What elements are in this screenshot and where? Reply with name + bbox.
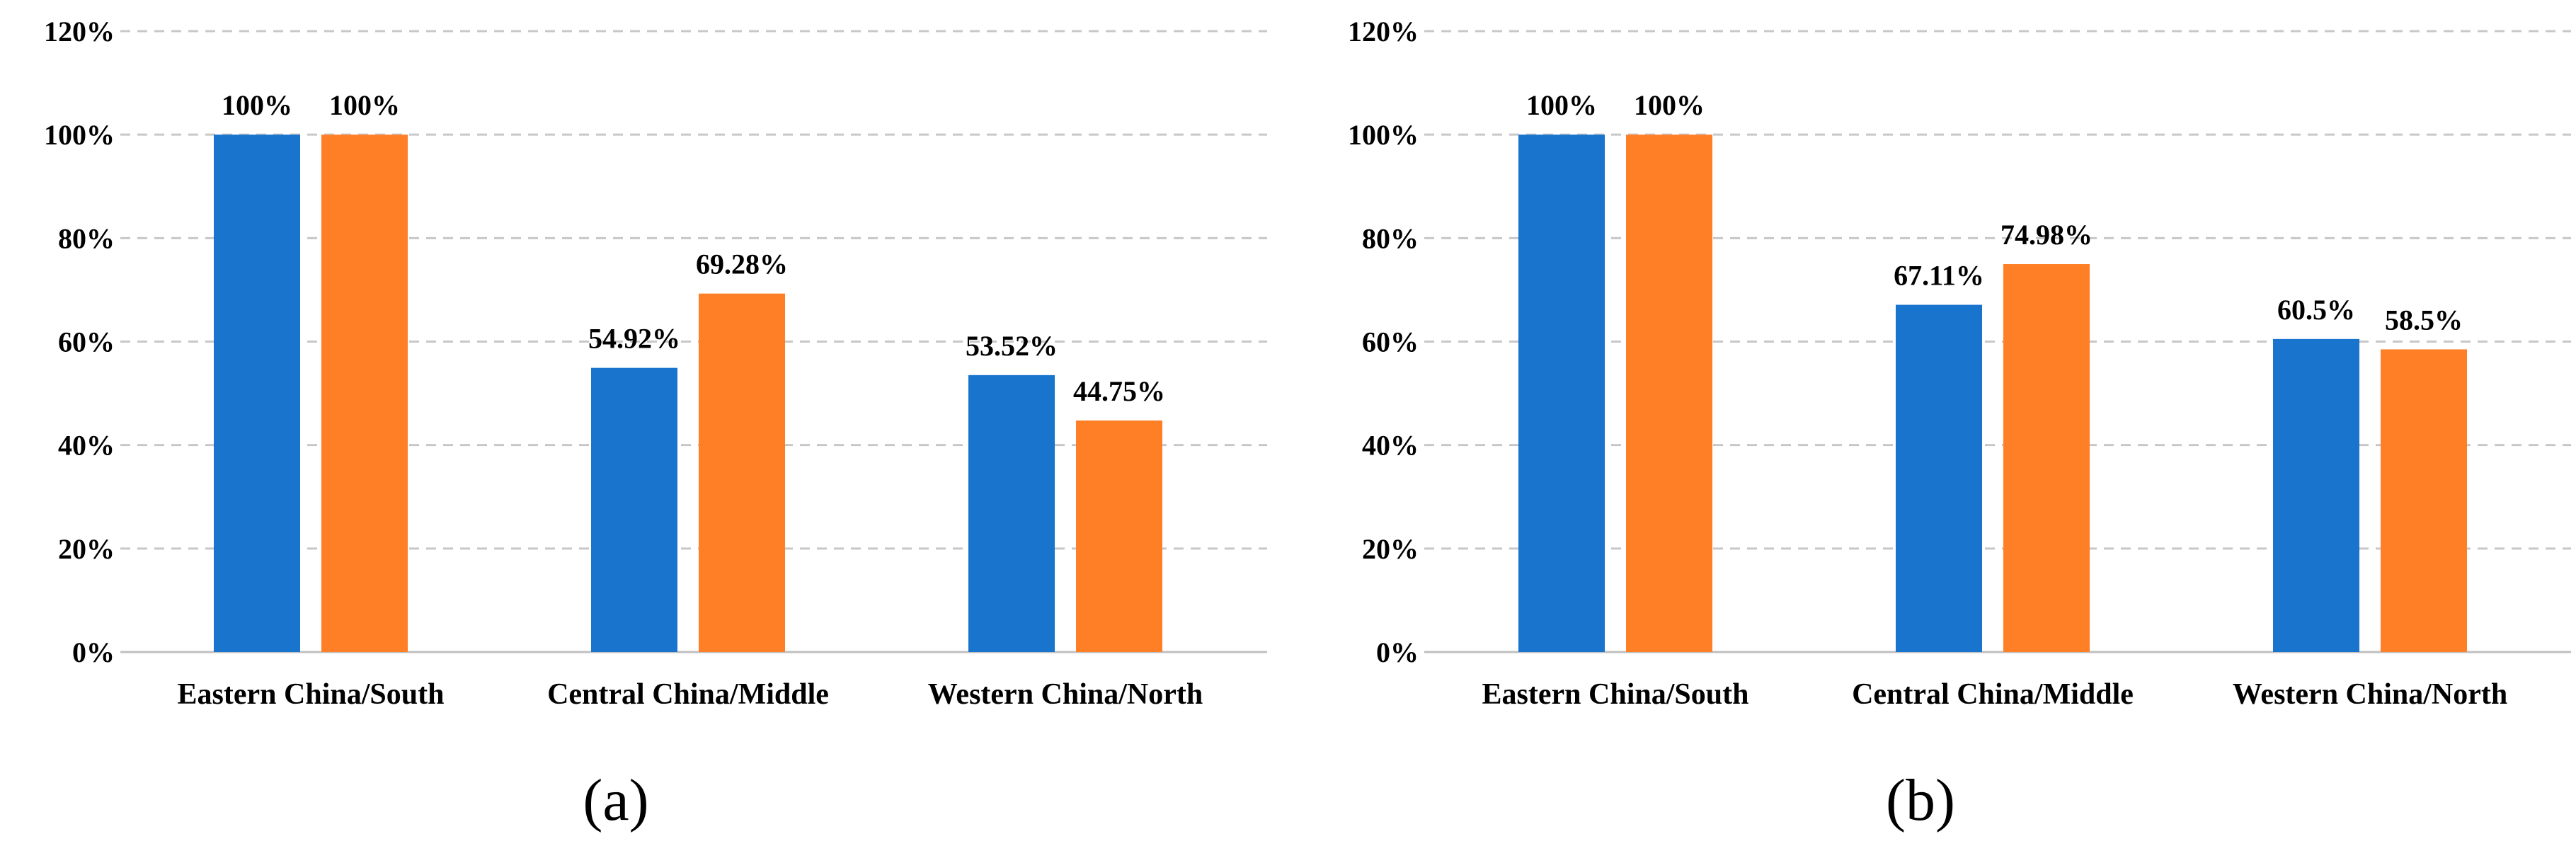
bar [1626, 135, 1712, 652]
bar [1076, 420, 1162, 652]
y-tick-label: 100% [44, 119, 115, 151]
panel-label: (b) [1886, 767, 1955, 833]
x-category-label: Eastern China/South [178, 678, 445, 711]
y-tick-label: 120% [1348, 16, 1419, 47]
bar [1518, 135, 1605, 652]
y-tick-label: 60% [58, 326, 115, 358]
chart-panel-b: 0% 20% 40% 60% 80% 100% 120% 100% 100% Eastern Ch… [1348, 16, 2571, 833]
bar [968, 375, 1055, 652]
data-label: 100% [1526, 89, 1597, 121]
bar [699, 293, 785, 652]
y-tick-label: 40% [1362, 430, 1419, 462]
data-label: 60.5% [2277, 294, 2355, 326]
bar [2003, 264, 2090, 652]
bar [2273, 338, 2359, 652]
data-label: 54.92% [588, 323, 680, 355]
data-label: 74.98% [2000, 219, 2093, 251]
panel-label: (a) [583, 767, 648, 833]
bar [591, 367, 677, 652]
bar [214, 135, 300, 652]
x-category-label: Eastern China/South [1482, 678, 1749, 711]
bar [2381, 349, 2467, 652]
y-tick-label: 80% [1362, 222, 1419, 254]
data-label: 44.75% [1073, 375, 1165, 407]
y-tick-label: 100% [1348, 119, 1419, 151]
y-tick-label: 120% [44, 16, 115, 47]
y-tick-label: 0% [72, 636, 115, 668]
data-label: 58.5% [2385, 304, 2463, 336]
data-label: 67.11% [1894, 260, 1984, 292]
y-tick-label: 80% [58, 222, 115, 254]
x-category-label: Central China/Middle [1852, 678, 2134, 711]
y-tick-label: 20% [1362, 533, 1419, 565]
x-category-label: Central China/Middle [547, 678, 829, 711]
data-label: 100% [329, 89, 400, 121]
x-category-label: Western China/North [2233, 678, 2508, 711]
data-label: 100% [1634, 89, 1705, 121]
y-tick-label: 60% [1362, 326, 1419, 358]
data-label: 69.28% [696, 248, 788, 280]
y-tick-label: 40% [58, 430, 115, 462]
x-category-label: Western China/North [928, 678, 1203, 711]
bar [1896, 304, 1982, 652]
y-tick-label: 0% [1376, 636, 1419, 668]
y-tick-label: 20% [58, 533, 115, 565]
data-label: 53.52% [966, 330, 1058, 362]
bar [321, 135, 408, 652]
data-label: 100% [222, 89, 292, 121]
chart-panel-a: 0% 20% 40% 60% 80% 100% 120% 100% 100% Eastern Ch… [44, 16, 1267, 833]
